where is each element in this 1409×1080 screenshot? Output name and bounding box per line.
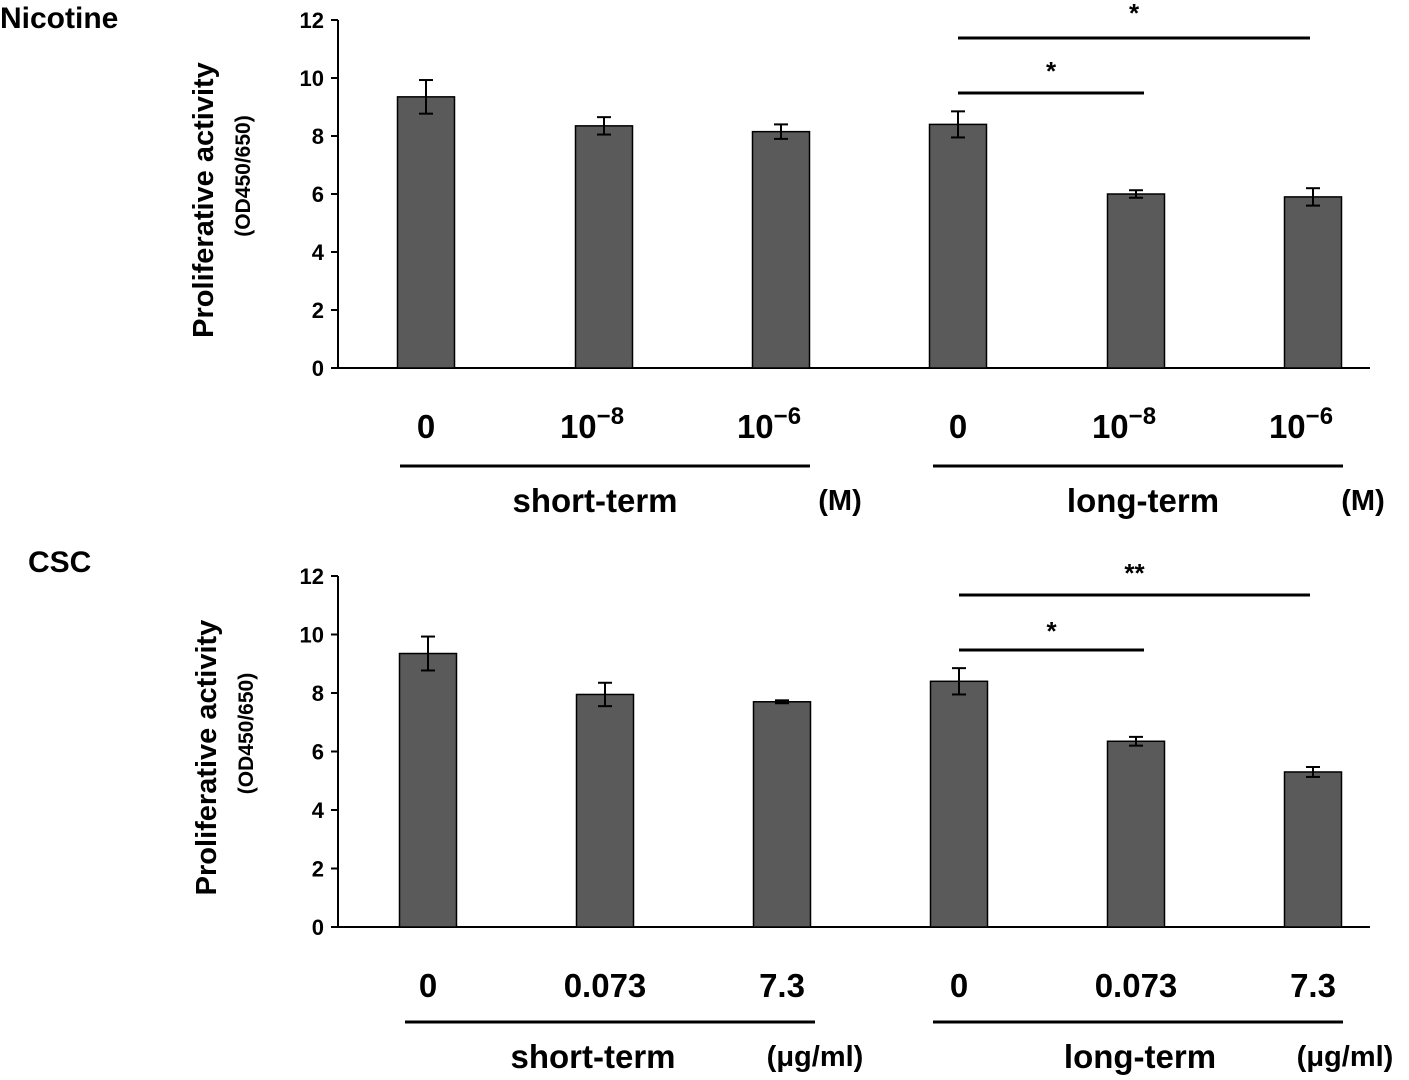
bar bbox=[1283, 196, 1343, 369]
category-label: 0 bbox=[950, 967, 968, 1004]
panel-title: Nicotine bbox=[0, 2, 118, 35]
unit-label: (μg/ml) bbox=[767, 1041, 864, 1073]
y-tick-label: 8 bbox=[312, 124, 324, 149]
group-label: long-term bbox=[1064, 1038, 1216, 1075]
group-label: short-term bbox=[510, 1038, 675, 1075]
category-label: 0.073 bbox=[1095, 967, 1178, 1004]
panel-title: CSC bbox=[28, 546, 91, 579]
bar bbox=[751, 130, 811, 369]
significance-marker: * bbox=[1046, 616, 1057, 646]
category-label: 0 bbox=[949, 408, 967, 445]
category-label: 7.3 bbox=[1290, 967, 1336, 1004]
y-axis-sublabel: (OD450/650) bbox=[232, 115, 255, 236]
category-label: 7.3 bbox=[759, 967, 805, 1004]
bar bbox=[929, 680, 989, 928]
y-tick-label: 0 bbox=[312, 356, 324, 381]
bar bbox=[928, 123, 988, 369]
y-tick-label: 4 bbox=[312, 240, 325, 265]
csc-panel: CSC 0 2 4 6 8 10 12 Proliferative activity (OD450… bbox=[28, 546, 1393, 1075]
bar bbox=[575, 693, 635, 928]
group-label: long-term bbox=[1067, 482, 1219, 519]
category-label: 0.073 bbox=[564, 967, 647, 1004]
bar bbox=[1106, 740, 1166, 928]
y-axis-label: Proliferative activity bbox=[188, 62, 220, 338]
y-tick-label: 6 bbox=[312, 740, 324, 765]
y-tick-label: 8 bbox=[312, 681, 324, 706]
y-tick-label: 2 bbox=[312, 857, 324, 882]
y-tick-label: 10 bbox=[300, 623, 324, 648]
y-axis-sublabel: (OD450/650) bbox=[235, 673, 258, 794]
category-label: 10−6 bbox=[737, 403, 801, 445]
y-tick-label: 12 bbox=[300, 8, 324, 33]
group-label: short-term bbox=[512, 482, 677, 519]
unit-label: (M) bbox=[818, 485, 861, 517]
y-tick-label: 2 bbox=[312, 298, 324, 323]
y-axis-label: Proliferative activity bbox=[191, 620, 223, 896]
unit-label: (μg/ml) bbox=[1297, 1041, 1394, 1073]
bar bbox=[1106, 193, 1166, 369]
bar bbox=[398, 652, 458, 928]
category-label: 10−8 bbox=[560, 403, 624, 445]
significance-marker: ** bbox=[1124, 558, 1145, 588]
y-tick-label: 4 bbox=[312, 798, 325, 823]
bar bbox=[574, 125, 634, 369]
significance-marker: * bbox=[1046, 56, 1057, 86]
y-tick-label: 12 bbox=[300, 564, 324, 589]
category-label: 0 bbox=[417, 408, 435, 445]
y-tick-label: 10 bbox=[300, 66, 324, 91]
significance-marker: * bbox=[1129, 0, 1140, 28]
y-tick-label: 6 bbox=[312, 182, 324, 207]
y-tick-label: 0 bbox=[312, 915, 324, 940]
nicotine-panel: Nicotine 0 2 4 6 8 10 12 Proliferative activity (… bbox=[0, 0, 1385, 519]
bar bbox=[396, 96, 456, 369]
bar bbox=[1283, 771, 1343, 928]
unit-label: (M) bbox=[1341, 485, 1384, 517]
category-label: 0 bbox=[419, 967, 437, 1004]
bar bbox=[752, 701, 812, 928]
category-label: 10−8 bbox=[1092, 403, 1156, 445]
category-label: 10−6 bbox=[1269, 403, 1333, 445]
